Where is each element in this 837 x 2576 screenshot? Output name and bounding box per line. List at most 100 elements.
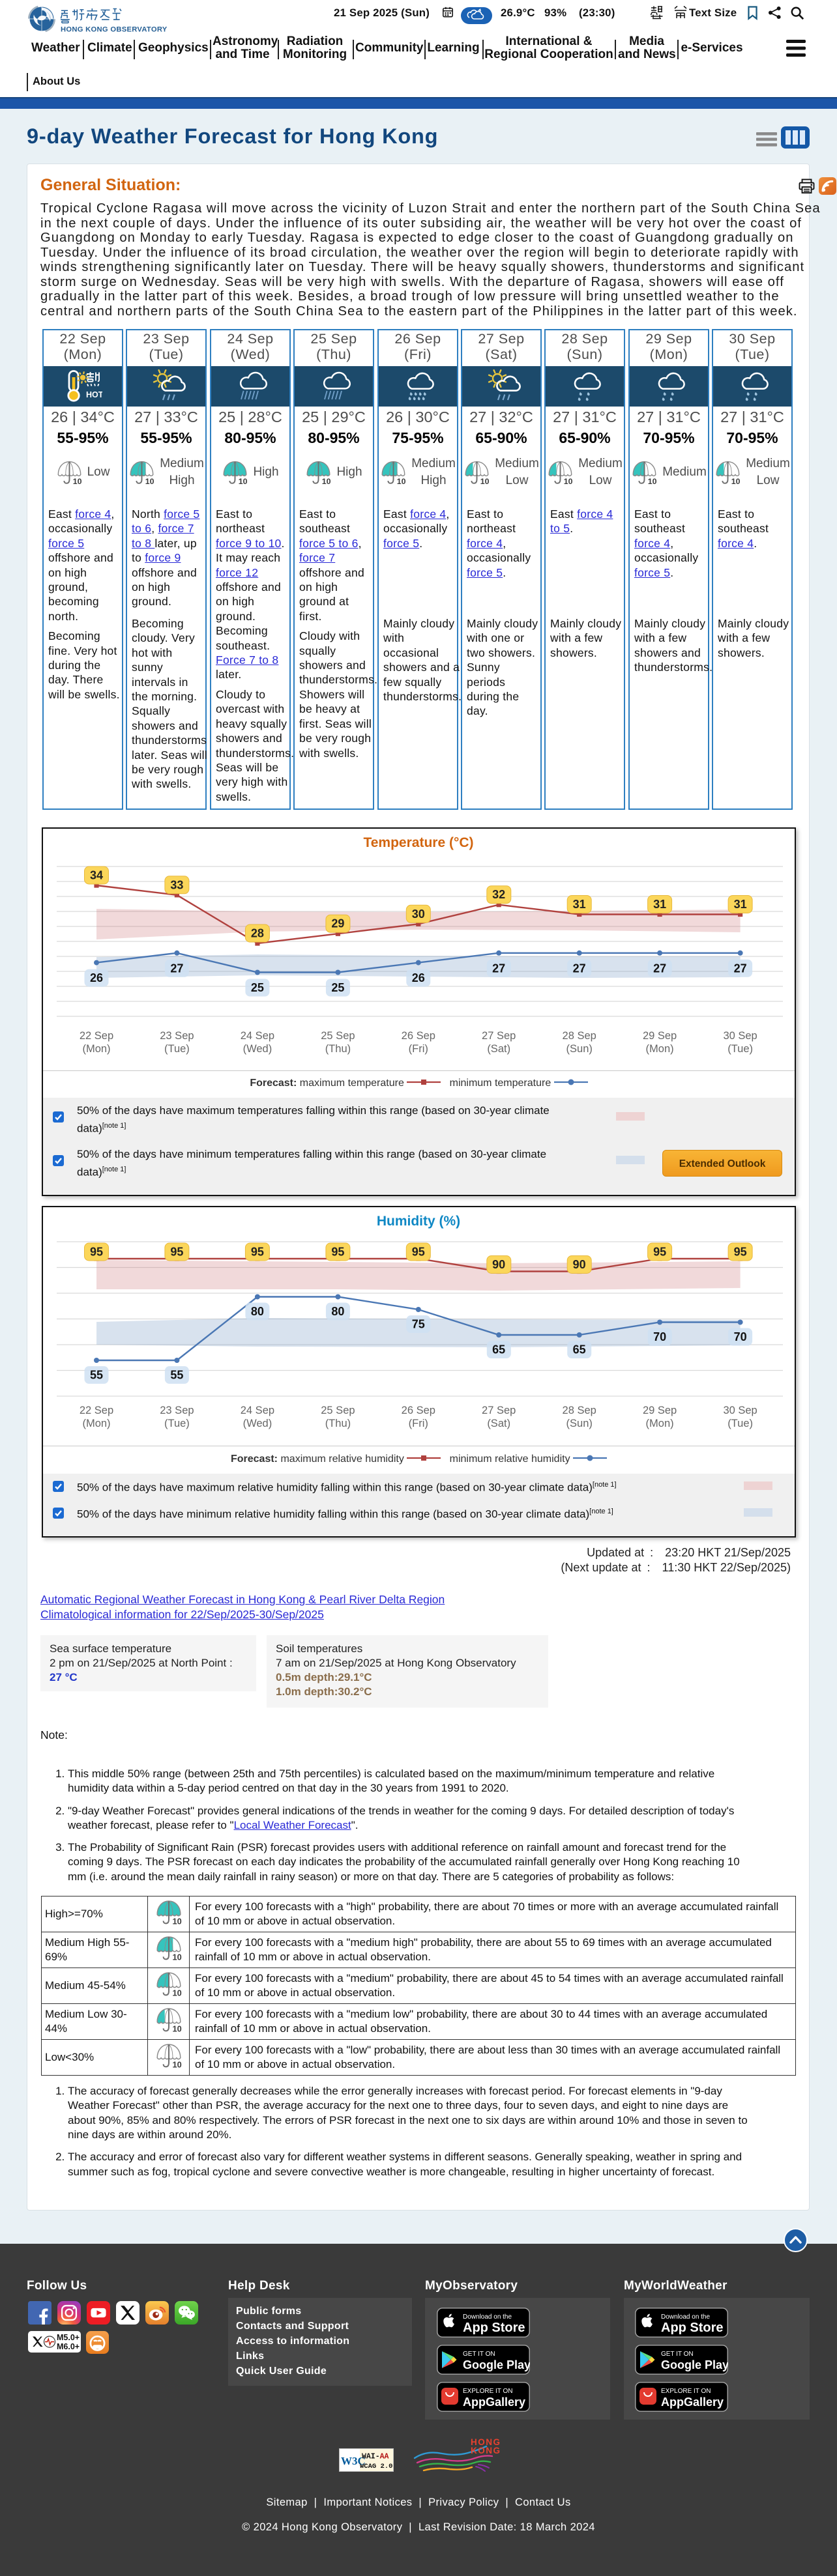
svg-text:22 Sep: 22 Sep — [80, 1030, 113, 1042]
svg-text:Download on the: Download on the — [661, 2313, 710, 2321]
svg-text:95: 95 — [90, 1246, 103, 1259]
svg-text:10: 10 — [172, 1953, 181, 1961]
svg-text:95: 95 — [412, 1246, 425, 1259]
svg-text:(Tue): (Tue) — [164, 1043, 190, 1055]
svg-text:(Sat): (Sat) — [487, 1418, 510, 1429]
svg-text:Google Play: Google Play — [463, 2358, 530, 2371]
svg-text:30 Sep: 30 Sep — [723, 1030, 757, 1042]
svg-text:95: 95 — [251, 1246, 264, 1259]
svg-text:25: 25 — [251, 981, 264, 994]
svg-text:95: 95 — [653, 1246, 666, 1259]
svg-text:95: 95 — [170, 1246, 183, 1259]
svg-text:10: 10 — [145, 477, 154, 485]
svg-text:31: 31 — [573, 898, 586, 911]
svg-text:29: 29 — [331, 917, 344, 930]
svg-text:30: 30 — [412, 908, 425, 921]
svg-text:Google Play: Google Play — [661, 2358, 728, 2371]
svg-text:(Fri): (Fri) — [409, 1418, 428, 1429]
svg-text:App Store: App Store — [463, 2321, 525, 2335]
svg-text:23 Sep: 23 Sep — [160, 1030, 194, 1042]
svg-text:33: 33 — [170, 878, 183, 891]
svg-text:(Mon): (Mon) — [82, 1418, 110, 1429]
svg-text:(Thu): (Thu) — [325, 1418, 351, 1429]
svg-text:27: 27 — [653, 962, 666, 975]
svg-text:HONG KONG OBSERVATORY: HONG KONG OBSERVATORY — [61, 26, 168, 34]
svg-text:HONG: HONG — [471, 2438, 501, 2447]
svg-text:10: 10 — [480, 477, 490, 485]
svg-text:31: 31 — [653, 898, 666, 911]
svg-text:80: 80 — [251, 1305, 264, 1318]
svg-text:75: 75 — [412, 1318, 425, 1331]
svg-text:27: 27 — [492, 962, 505, 975]
svg-text:27 Sep: 27 Sep — [482, 1030, 516, 1042]
svg-text:29 Sep: 29 Sep — [643, 1030, 677, 1042]
svg-text:(Sun): (Sun) — [566, 1418, 593, 1429]
svg-text:25 Sep: 25 Sep — [321, 1405, 355, 1416]
svg-text:80: 80 — [331, 1305, 344, 1318]
svg-text:EXPLORE IT ON: EXPLORE IT ON — [661, 2388, 711, 2395]
svg-text:10: 10 — [397, 477, 406, 485]
svg-text:10: 10 — [172, 2024, 181, 2033]
svg-text:95: 95 — [734, 1246, 747, 1259]
svg-text:25 Sep: 25 Sep — [321, 1030, 355, 1042]
svg-text:29 Sep: 29 Sep — [643, 1405, 677, 1416]
svg-text:90: 90 — [492, 1258, 505, 1271]
svg-text:10: 10 — [322, 477, 331, 485]
svg-text:(Thu): (Thu) — [325, 1043, 351, 1055]
svg-text:26 Sep: 26 Sep — [402, 1030, 435, 1042]
svg-text:Download on the: Download on the — [463, 2313, 512, 2321]
svg-text:27: 27 — [734, 962, 747, 975]
svg-text:GET IT ON: GET IT ON — [463, 2351, 495, 2358]
svg-text:55: 55 — [170, 1369, 183, 1382]
svg-text:(Mon): (Mon) — [646, 1418, 674, 1429]
svg-text:(Fri): (Fri) — [409, 1043, 428, 1055]
svg-text:(Wed): (Wed) — [243, 1043, 272, 1055]
svg-text:HOT: HOT — [86, 390, 102, 399]
svg-text:90: 90 — [573, 1258, 586, 1271]
svg-text:W3C: W3C — [341, 2455, 366, 2467]
svg-text:26: 26 — [90, 971, 103, 984]
svg-text:10: 10 — [72, 477, 81, 485]
svg-text:22 Sep: 22 Sep — [80, 1405, 113, 1416]
svg-text:34: 34 — [90, 869, 103, 882]
svg-text:28: 28 — [251, 927, 264, 940]
svg-text:10: 10 — [172, 2060, 181, 2068]
svg-text:32: 32 — [492, 888, 505, 901]
svg-text:28 Sep: 28 Sep — [563, 1405, 596, 1416]
svg-text:27: 27 — [170, 962, 183, 975]
svg-text:WCAG 2.0: WCAG 2.0 — [360, 2463, 392, 2470]
svg-text:65: 65 — [492, 1343, 505, 1356]
svg-text:10: 10 — [172, 1988, 181, 1997]
svg-text:27 Sep: 27 Sep — [482, 1405, 516, 1416]
svg-text:(Sun): (Sun) — [566, 1043, 593, 1055]
svg-text:10: 10 — [648, 477, 657, 485]
svg-text:30 Sep: 30 Sep — [723, 1405, 757, 1416]
svg-text:10: 10 — [564, 477, 573, 485]
svg-text:EXPLORE IT ON: EXPLORE IT ON — [463, 2388, 513, 2395]
svg-text:(Tue): (Tue) — [727, 1043, 753, 1055]
svg-text:95: 95 — [331, 1246, 344, 1259]
svg-text:23 Sep: 23 Sep — [160, 1405, 194, 1416]
svg-text:Humidity (%): Humidity (%) — [377, 1214, 460, 1229]
svg-text:KONG: KONG — [471, 2446, 501, 2455]
svg-text:(Mon): (Mon) — [82, 1043, 110, 1055]
svg-text:24 Sep: 24 Sep — [241, 1030, 274, 1042]
svg-text:27: 27 — [573, 962, 586, 975]
svg-text:25: 25 — [331, 981, 344, 994]
svg-text:AppGallery: AppGallery — [661, 2396, 724, 2409]
svg-text:24 Sep: 24 Sep — [241, 1405, 274, 1416]
svg-text:70: 70 — [653, 1330, 666, 1343]
svg-text:(Wed): (Wed) — [243, 1418, 272, 1429]
svg-text:26: 26 — [412, 971, 425, 984]
svg-text:10: 10 — [239, 477, 248, 485]
svg-text:GET IT ON: GET IT ON — [661, 2351, 694, 2358]
svg-text:WAI-AA: WAI-AA — [362, 2452, 389, 2461]
svg-text:10: 10 — [731, 477, 741, 485]
svg-text:(Tue): (Tue) — [727, 1418, 753, 1429]
svg-text:28 Sep: 28 Sep — [563, 1030, 596, 1042]
svg-text:(Sat): (Sat) — [487, 1043, 510, 1055]
svg-text:31: 31 — [734, 898, 747, 911]
svg-text:(Mon): (Mon) — [646, 1043, 674, 1055]
svg-text:55: 55 — [90, 1369, 103, 1382]
svg-text:AppGallery: AppGallery — [463, 2396, 525, 2409]
